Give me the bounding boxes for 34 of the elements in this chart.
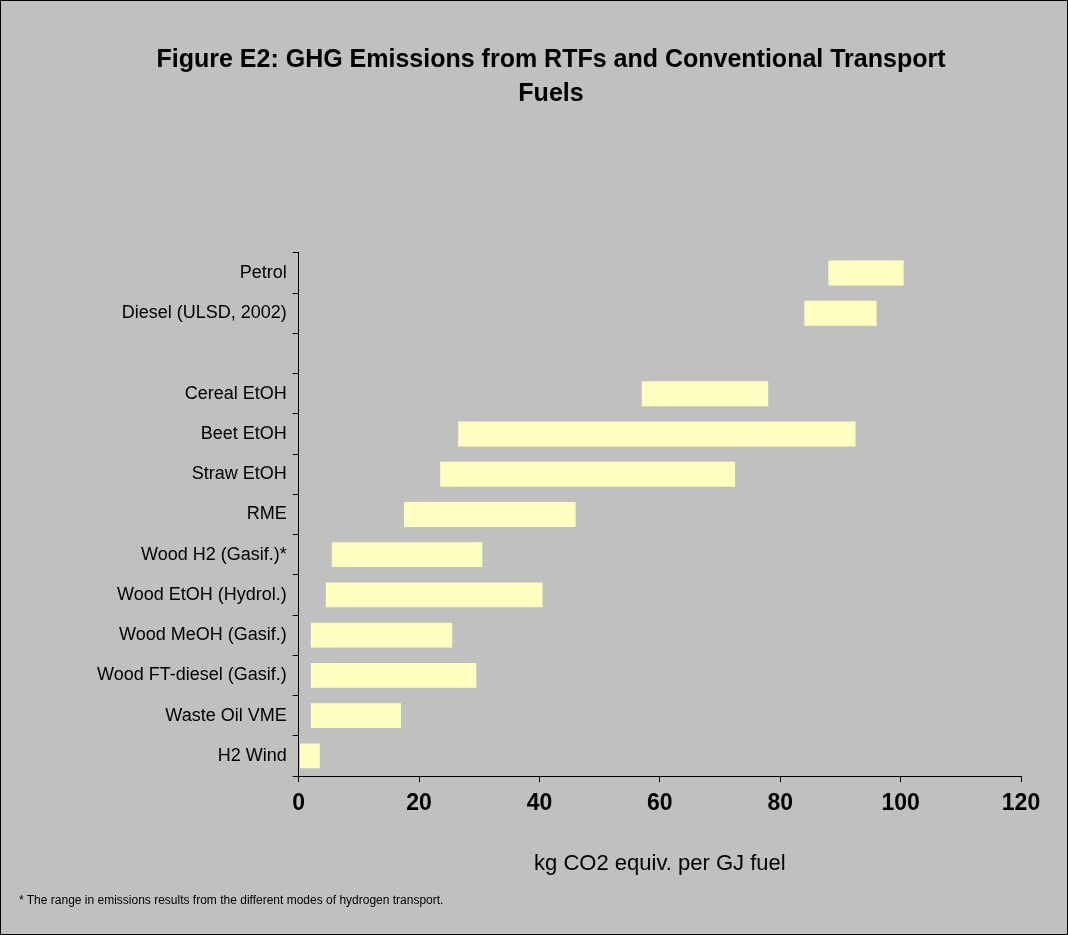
x-tick-label: 40 [526,789,553,816]
y-tick-label: Beet EtOH [200,422,287,443]
x-tick-label: 20 [406,789,432,816]
bar [641,381,769,407]
bar [440,461,736,487]
bar [310,622,453,648]
y-tick-label: Wood FT-diesel (Gasif.) [96,664,287,685]
bar [299,743,320,769]
y-tick-label: H2 Wind [217,744,287,765]
chart-title: Figure E2: GHG Emissions from RTFs and Conventional Transport Fuels [155,43,947,108]
bar [331,542,483,568]
bar [325,582,543,608]
text: * The range in emissions results from the different modes of hydrogen transport. [19,893,444,907]
bar [310,703,402,729]
x-tick-label: 80 [767,789,794,816]
x-tick-label: 60 [647,789,673,816]
y-tick-label: Wood MeOH (Gasif.) [119,624,287,645]
x-axis-title: kg CO2 equiv. per GJ fuel [534,849,786,875]
y-tick-label: Diesel (ULSD, 2002) [121,302,287,323]
bar [458,421,856,447]
bar [804,300,877,326]
bar [828,260,904,286]
x-tick-label: 120 [1001,789,1041,816]
bar [404,501,576,527]
y-tick-label: Wood EtOH (Hydrol.) [117,583,287,604]
y-tick-label: Straw EtOH [191,463,287,484]
x-tick-label: 100 [881,789,920,816]
x-tick-label: 0 [292,789,306,816]
y-tick-label: Waste Oil VME [165,704,287,725]
y-tick-label: RME [246,503,287,524]
bar [310,662,477,688]
y-tick-label: Petrol [239,261,287,282]
y-tick-label: Cereal EtOH [184,382,287,403]
y-tick-label: Wood H2 (Gasif.)* [141,543,287,564]
